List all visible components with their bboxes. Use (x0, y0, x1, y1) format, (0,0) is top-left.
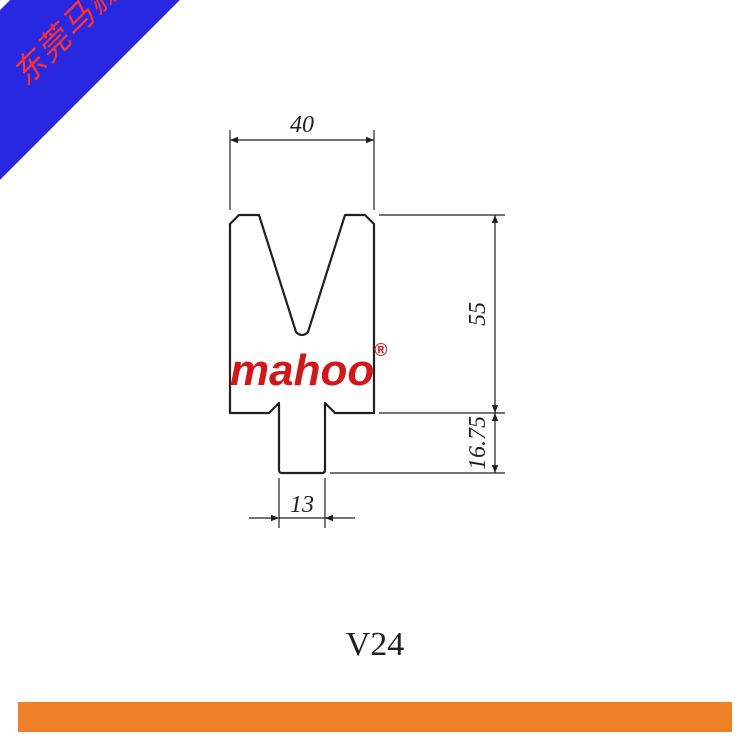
svg-text:55: 55 (465, 302, 491, 326)
svg-text:13: 13 (290, 492, 314, 518)
watermark-text: mahoo (230, 346, 374, 395)
banner-text: 东莞马赫 (1, 0, 130, 94)
svg-text:16.75: 16.75 (465, 416, 491, 470)
watermark: mahoo® (230, 346, 388, 396)
svg-text:40: 40 (290, 112, 314, 138)
registered-icon: ® (374, 340, 387, 360)
part-label: V24 (0, 626, 750, 664)
bottom-bar (18, 702, 732, 732)
